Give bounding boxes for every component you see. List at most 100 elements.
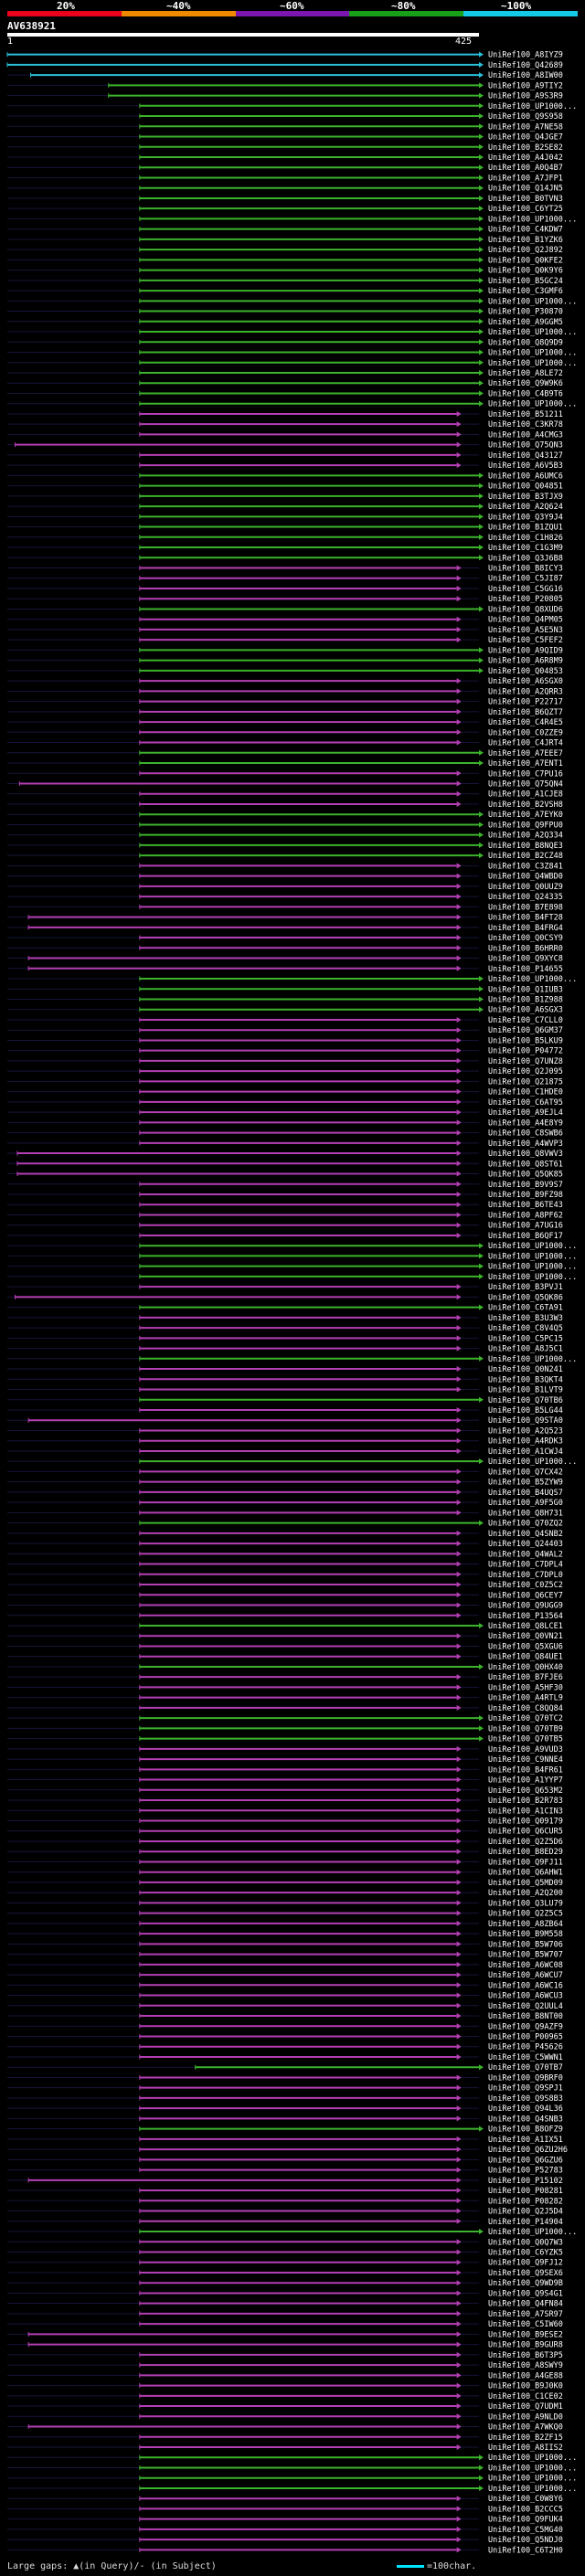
hit-row[interactable]: UniRef100_P20805	[7, 595, 563, 604]
hit-label[interactable]: UniRef100_B4FRG4	[488, 924, 563, 933]
hit-label[interactable]: UniRef100_B2CZ48	[488, 852, 563, 861]
hit-row[interactable]: UniRef100_B4UQS7	[7, 1489, 563, 1498]
hit-row[interactable]: UniRef100_Q04851	[7, 482, 563, 492]
hit-row[interactable]: UniRef100_A8IYZ9	[6, 51, 563, 60]
hit-row[interactable]: UniRef100_B9V9S7	[7, 1181, 563, 1190]
hit-label[interactable]: UniRef100_B4FR61	[488, 1765, 563, 1775]
hit-row[interactable]: UniRef100_B2CZ48	[7, 852, 563, 861]
hit-label[interactable]: UniRef100_UP1000...	[488, 2485, 577, 2494]
hit-label[interactable]: UniRef100_C7DPL4	[488, 1561, 563, 1570]
hit-row[interactable]: UniRef100_A4CMG3	[7, 430, 563, 440]
hit-label[interactable]: UniRef100_C1HDE0	[488, 1088, 563, 1097]
hit-row[interactable]: UniRef100_Q75QN3	[7, 441, 563, 451]
hit-row[interactable]: UniRef100_B2R783	[7, 1797, 563, 1806]
hit-label[interactable]: UniRef100_C5FEF2	[488, 636, 563, 645]
hit-row[interactable]: UniRef100_A5E5N3	[7, 626, 563, 635]
hit-row[interactable]: UniRef100_A0Q4B7	[7, 164, 563, 173]
hit-label[interactable]: UniRef100_C6TA91	[488, 1304, 563, 1313]
hit-label[interactable]: UniRef100_A4RDK3	[488, 1437, 563, 1447]
hit-label[interactable]: UniRef100_UP1000...	[488, 215, 577, 224]
hit-row[interactable]: UniRef100_C1HDE0	[7, 1088, 563, 1097]
hit-row[interactable]: UniRef100_Q0N241	[7, 1365, 563, 1374]
hit-label[interactable]: UniRef100_C1G3M9	[488, 544, 563, 553]
hit-label[interactable]: UniRef100_A1CJE8	[488, 790, 563, 800]
hit-row[interactable]: UniRef100_Q3J6B8	[7, 554, 563, 563]
hit-row[interactable]: UniRef100_Q5NDJ0	[7, 2536, 563, 2545]
hit-row[interactable]: UniRef100_Q653M2	[7, 1786, 563, 1796]
hit-row[interactable]: UniRef100_P00965	[7, 2032, 563, 2041]
hit-row[interactable]: UniRef100_A4J042	[7, 154, 563, 163]
hit-label[interactable]: UniRef100_A6V5B3	[488, 461, 563, 471]
hit-row[interactable]: UniRef100_B2SE82	[7, 143, 563, 153]
hit-label[interactable]: UniRef100_UP1000...	[488, 1252, 577, 1261]
hit-row[interactable]: UniRef100_B5LKU9	[7, 1036, 563, 1045]
hit-row[interactable]: UniRef100_Q3Y9J4	[7, 513, 563, 522]
hit-label[interactable]: UniRef100_Q24403	[488, 1540, 563, 1549]
hit-row[interactable]: UniRef100_B9FZ98	[7, 1191, 563, 1200]
hit-label[interactable]: UniRef100_A6UMC6	[488, 472, 563, 481]
hit-row[interactable]: UniRef100_B7FJE6	[7, 1673, 563, 1682]
hit-label[interactable]: UniRef100_A4E8Y9	[488, 1118, 563, 1128]
hit-row[interactable]: UniRef100_B8OFZ9	[7, 2125, 563, 2135]
hit-label[interactable]: UniRef100_C4KDW7	[488, 226, 563, 235]
hit-label[interactable]: UniRef100_A1CWJ4	[488, 1447, 563, 1457]
hit-label[interactable]: UniRef100_C3GMF6	[488, 287, 563, 296]
hit-label[interactable]: UniRef100_Q6CUR5	[488, 1828, 563, 1837]
hit-row[interactable]: UniRef100_Q4PM05	[7, 616, 563, 625]
hit-row[interactable]: UniRef100_C5GG16	[7, 585, 563, 594]
hit-label[interactable]: UniRef100_A7WKQ0	[488, 2423, 563, 2433]
hit-row[interactable]: UniRef100_Q0UUZ9	[7, 883, 563, 892]
hit-row[interactable]: UniRef100_A1CWJ4	[7, 1447, 563, 1457]
hit-row[interactable]: UniRef100_UP1000...	[7, 215, 577, 224]
hit-label[interactable]: UniRef100_Q8ST61	[488, 1160, 563, 1169]
hit-row[interactable]: UniRef100_UP1000...	[7, 400, 577, 409]
hit-label[interactable]: UniRef100_B9J0K0	[488, 2382, 563, 2391]
hit-label[interactable]: UniRef100_B5W707	[488, 1951, 563, 1960]
hit-row[interactable]: UniRef100_Q8ST61	[7, 1160, 563, 1169]
hit-row[interactable]: UniRef100_B6T3P5	[7, 2351, 563, 2360]
hit-label[interactable]: UniRef100_B8ICY3	[488, 565, 563, 574]
hit-row[interactable]: UniRef100_B2CCC5	[7, 2505, 563, 2514]
hit-label[interactable]: UniRef100_Q70TB5	[488, 1735, 563, 1744]
hit-row[interactable]: UniRef100_P45626	[7, 2043, 563, 2052]
hit-label[interactable]: UniRef100_B5W706	[488, 1940, 563, 1949]
hit-row[interactable]: UniRef100_Q8LCE1	[7, 1622, 563, 1631]
hit-label[interactable]: UniRef100_A1YYP7	[488, 1776, 563, 1786]
hit-label[interactable]: UniRef100_C7DPL0	[488, 1571, 563, 1580]
hit-label[interactable]: UniRef100_A8IW00	[488, 71, 563, 80]
hit-row[interactable]: UniRef100_A8IIS2	[7, 2443, 563, 2453]
hit-row[interactable]: UniRef100_A9S3R9	[7, 92, 563, 101]
hit-label[interactable]: UniRef100_B1LVT9	[488, 1386, 563, 1395]
hit-row[interactable]: UniRef100_Q70ZQ2	[7, 1520, 563, 1529]
hit-label[interactable]: UniRef100_Q0Q7W3	[488, 2238, 563, 2247]
hit-label[interactable]: UniRef100_A1CIN3	[488, 1807, 563, 1816]
hit-label[interactable]: UniRef100_UP1000...	[488, 359, 577, 368]
hit-label[interactable]: UniRef100_Q9S958	[488, 112, 563, 122]
hit-row[interactable]: UniRef100_Q9SEX6	[7, 2269, 563, 2278]
hit-label[interactable]: UniRef100_C5MG40	[488, 2526, 563, 2535]
hit-label[interactable]: UniRef100_UP1000...	[488, 297, 577, 306]
hit-row[interactable]: UniRef100_UP1000...	[7, 1273, 577, 1282]
hit-label[interactable]: UniRef100_Q84UE1	[488, 1653, 563, 1662]
hit-row[interactable]: UniRef100_C8SWB6	[7, 1129, 563, 1139]
hit-row[interactable]: UniRef100_P04772	[7, 1047, 563, 1056]
hit-label[interactable]: UniRef100_C4B9T6	[488, 389, 563, 398]
hit-row[interactable]: UniRef100_A7EYK0	[7, 811, 563, 820]
hit-label[interactable]: UniRef100_UP1000...	[488, 328, 577, 337]
hit-label[interactable]: UniRef100_Q9W9K6	[488, 379, 563, 388]
hit-label[interactable]: UniRef100_C4R4E5	[488, 718, 563, 727]
hit-row[interactable]: UniRef100_A8SWY9	[7, 2361, 563, 2370]
hit-row[interactable]: UniRef100_Q1IUB3	[7, 985, 563, 994]
hit-row[interactable]: UniRef100_C8V4Q5	[7, 1324, 563, 1333]
hit-row[interactable]: UniRef100_Q9UGG9	[7, 1602, 563, 1611]
hit-row[interactable]: UniRef100_Q9FPU0	[7, 821, 563, 830]
hit-label[interactable]: UniRef100_Q6GM37	[488, 1026, 563, 1035]
hit-row[interactable]: UniRef100_Q14JN5	[7, 185, 563, 194]
hit-row[interactable]: UniRef100_UP1000...	[7, 2464, 577, 2473]
hit-label[interactable]: UniRef100_Q8XUD6	[488, 605, 563, 614]
hit-row[interactable]: UniRef100_A8ZB64	[7, 1920, 563, 1929]
hit-label[interactable]: UniRef100_UP1000...	[488, 400, 577, 409]
hit-row[interactable]: UniRef100_Q4SNB2	[7, 1530, 563, 1539]
hit-label[interactable]: UniRef100_B2R783	[488, 1797, 563, 1806]
hit-label[interactable]: UniRef100_C6YT25	[488, 205, 563, 214]
